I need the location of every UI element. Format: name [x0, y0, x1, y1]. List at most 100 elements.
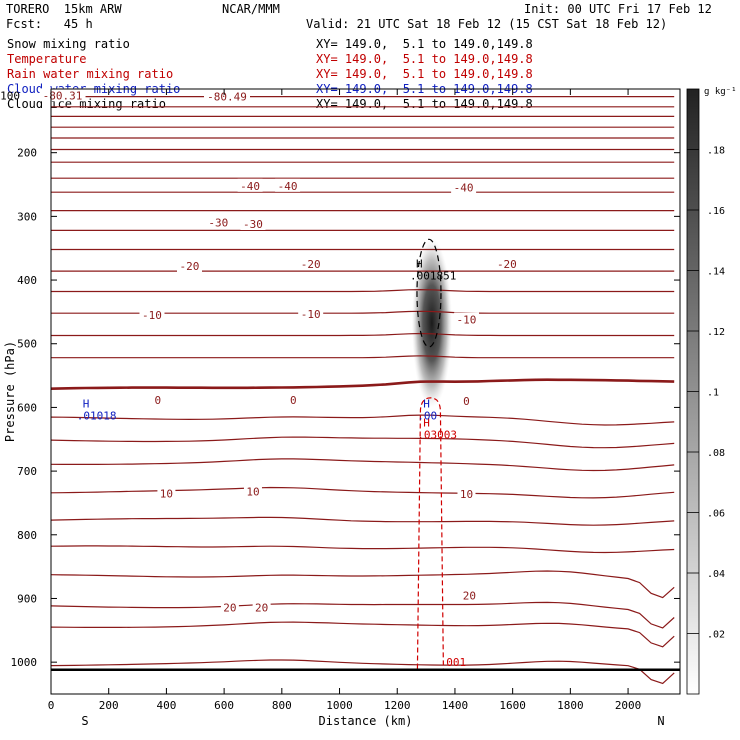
forecast-hour: Fcst: 45 h [6, 17, 93, 31]
colorbar-tick-label: .16 [707, 206, 725, 217]
x-tick-label: 600 [214, 699, 234, 712]
x-end-label-right: N [657, 714, 664, 728]
isotherm-label: 10 [460, 488, 473, 501]
isotherm-label: 10 [246, 485, 259, 498]
isotherm-label: -40 [454, 182, 474, 195]
y-tick-label: 1000 [11, 656, 38, 669]
y-tick-label: 300 [17, 210, 37, 223]
legend-rain-name: Rain water mixing ratio [7, 67, 174, 81]
isotherm-line [51, 355, 675, 359]
isotherm-label: -20 [180, 260, 200, 273]
isotherm-label: -30 [243, 218, 263, 231]
isotherm-label: 0 [463, 395, 470, 408]
model-title: TORERO 15km ARW [6, 2, 122, 16]
colorbar-tick-label: .14 [707, 267, 725, 278]
isotherm-label-bg [494, 257, 520, 271]
isotherm-line [51, 288, 675, 293]
isotherm-label: 20 [255, 601, 268, 614]
isotherm-label: 0 [290, 394, 297, 407]
isotherm-line [51, 601, 675, 629]
isotherm-label-bg [460, 394, 472, 408]
colorbar-units: g kg⁻¹ [704, 87, 737, 97]
isotherm-line [51, 378, 675, 390]
legend-cloud-ice-xy: XY= 149.0, 5.1 to 149.0,149.8 [316, 97, 533, 111]
colorbar-tick-label: .18 [707, 146, 725, 157]
isotherm-label: -20 [301, 258, 321, 271]
isotherm-label-bg [243, 484, 262, 498]
x-tick-label: 1800 [557, 699, 584, 712]
cloud-water-max-1-value: .01018 [77, 409, 117, 422]
y-tick-label: 400 [17, 274, 37, 287]
isotherm-label-bg [220, 600, 239, 614]
colorbar-tick-label: .12 [707, 327, 725, 338]
x-tick-label: 1200 [384, 699, 411, 712]
x-tick-label: 200 [99, 699, 119, 712]
isotherm-label: -40 [278, 180, 298, 193]
isotherm-line [51, 621, 675, 648]
cloud-ice-max-symbol: H [416, 257, 423, 270]
isotherm-label-bg [252, 600, 271, 614]
colorbar-tick-label: .06 [707, 509, 725, 520]
colorbar-tick-label: .02 [707, 630, 725, 641]
cloud-ice-contour [416, 238, 442, 348]
snow-shading [411, 238, 452, 408]
legend-temperature-name: Temperature [7, 52, 87, 66]
x-tick-label: 1600 [499, 699, 526, 712]
isotherm-label: 20 [223, 601, 236, 614]
isotherm-label: -20 [497, 258, 517, 271]
colorbar-tick-label: .04 [707, 569, 725, 580]
y-tick-label: 600 [17, 401, 37, 414]
isotherm-line [51, 458, 675, 472]
isotherm-label-bg [298, 306, 324, 320]
plot-frame [50, 88, 681, 695]
isotherm-label-bg [453, 312, 479, 326]
rain-surface-label: 001 [446, 656, 466, 669]
y-top-tick-label: 100 [0, 89, 20, 102]
isotherm-label-bg [176, 259, 202, 273]
isotherm-label-bg [275, 178, 301, 192]
colorbar-tick-label: .08 [707, 448, 725, 459]
isotherm-label: 0 [154, 394, 161, 407]
x-tick-label: 800 [272, 699, 292, 712]
y-axis-title: Pressure (hPa) [3, 341, 17, 442]
x-tick-label: 1400 [442, 699, 469, 712]
y-tick-label: 800 [17, 529, 37, 542]
x-axis-title: Distance (km) [319, 714, 413, 728]
isotherm-label: -30 [208, 217, 228, 230]
y-tick-label: 200 [17, 147, 37, 160]
isotherm-line [51, 516, 675, 526]
cloud-water-max-2-value: .00 [417, 409, 437, 422]
isotherm-label: -10 [301, 308, 321, 321]
isotherm-label-bg [457, 487, 476, 501]
isotherm-label-bg [460, 588, 479, 602]
x-tick-label: 0 [48, 699, 55, 712]
isotherm-label-bg [237, 178, 263, 192]
legend-rain-xy: XY= 149.0, 5.1 to 149.0,149.8 [316, 67, 533, 81]
x-tick-label: 2000 [615, 699, 642, 712]
init-time: Init: 00 UTC Fri 17 Feb 12 [524, 2, 712, 16]
isotherm-line [51, 414, 675, 426]
isotherm-label: -40 [240, 180, 260, 193]
isotherm-label-bg [139, 308, 165, 322]
isotherm-label-bg [451, 180, 477, 194]
isotherm-line [51, 545, 675, 554]
colorbar-tick-label: .1 [707, 388, 719, 399]
isotherm-line [51, 436, 675, 449]
rain-water-max-symbol: H [423, 417, 430, 430]
rain-water-contour [416, 397, 445, 669]
y-tick-label: 700 [17, 465, 37, 478]
legend-snow-xy: XY= 149.0, 5.1 to 149.0,149.8 [316, 37, 533, 51]
valid-time: Valid: 21 UTC Sat 18 Feb 12 (15 CST Sat … [306, 17, 668, 31]
x-tick-label: 1000 [326, 699, 353, 712]
cloud-water-max-2-symbol: H [423, 397, 430, 410]
x-tick-label: 400 [156, 699, 176, 712]
isotherm-label: -80.31 [43, 89, 83, 102]
cloud-water-max-1-symbol: H [83, 397, 90, 410]
isotherm-line [51, 659, 675, 685]
isotherm-label-bg [298, 257, 324, 271]
y-tick-label: 900 [17, 592, 37, 605]
isotherm-label-bg [240, 217, 266, 231]
legend-temperature-xy: XY= 149.0, 5.1 to 149.0,149.8 [316, 52, 533, 66]
isotherm-label-bg [287, 392, 299, 406]
